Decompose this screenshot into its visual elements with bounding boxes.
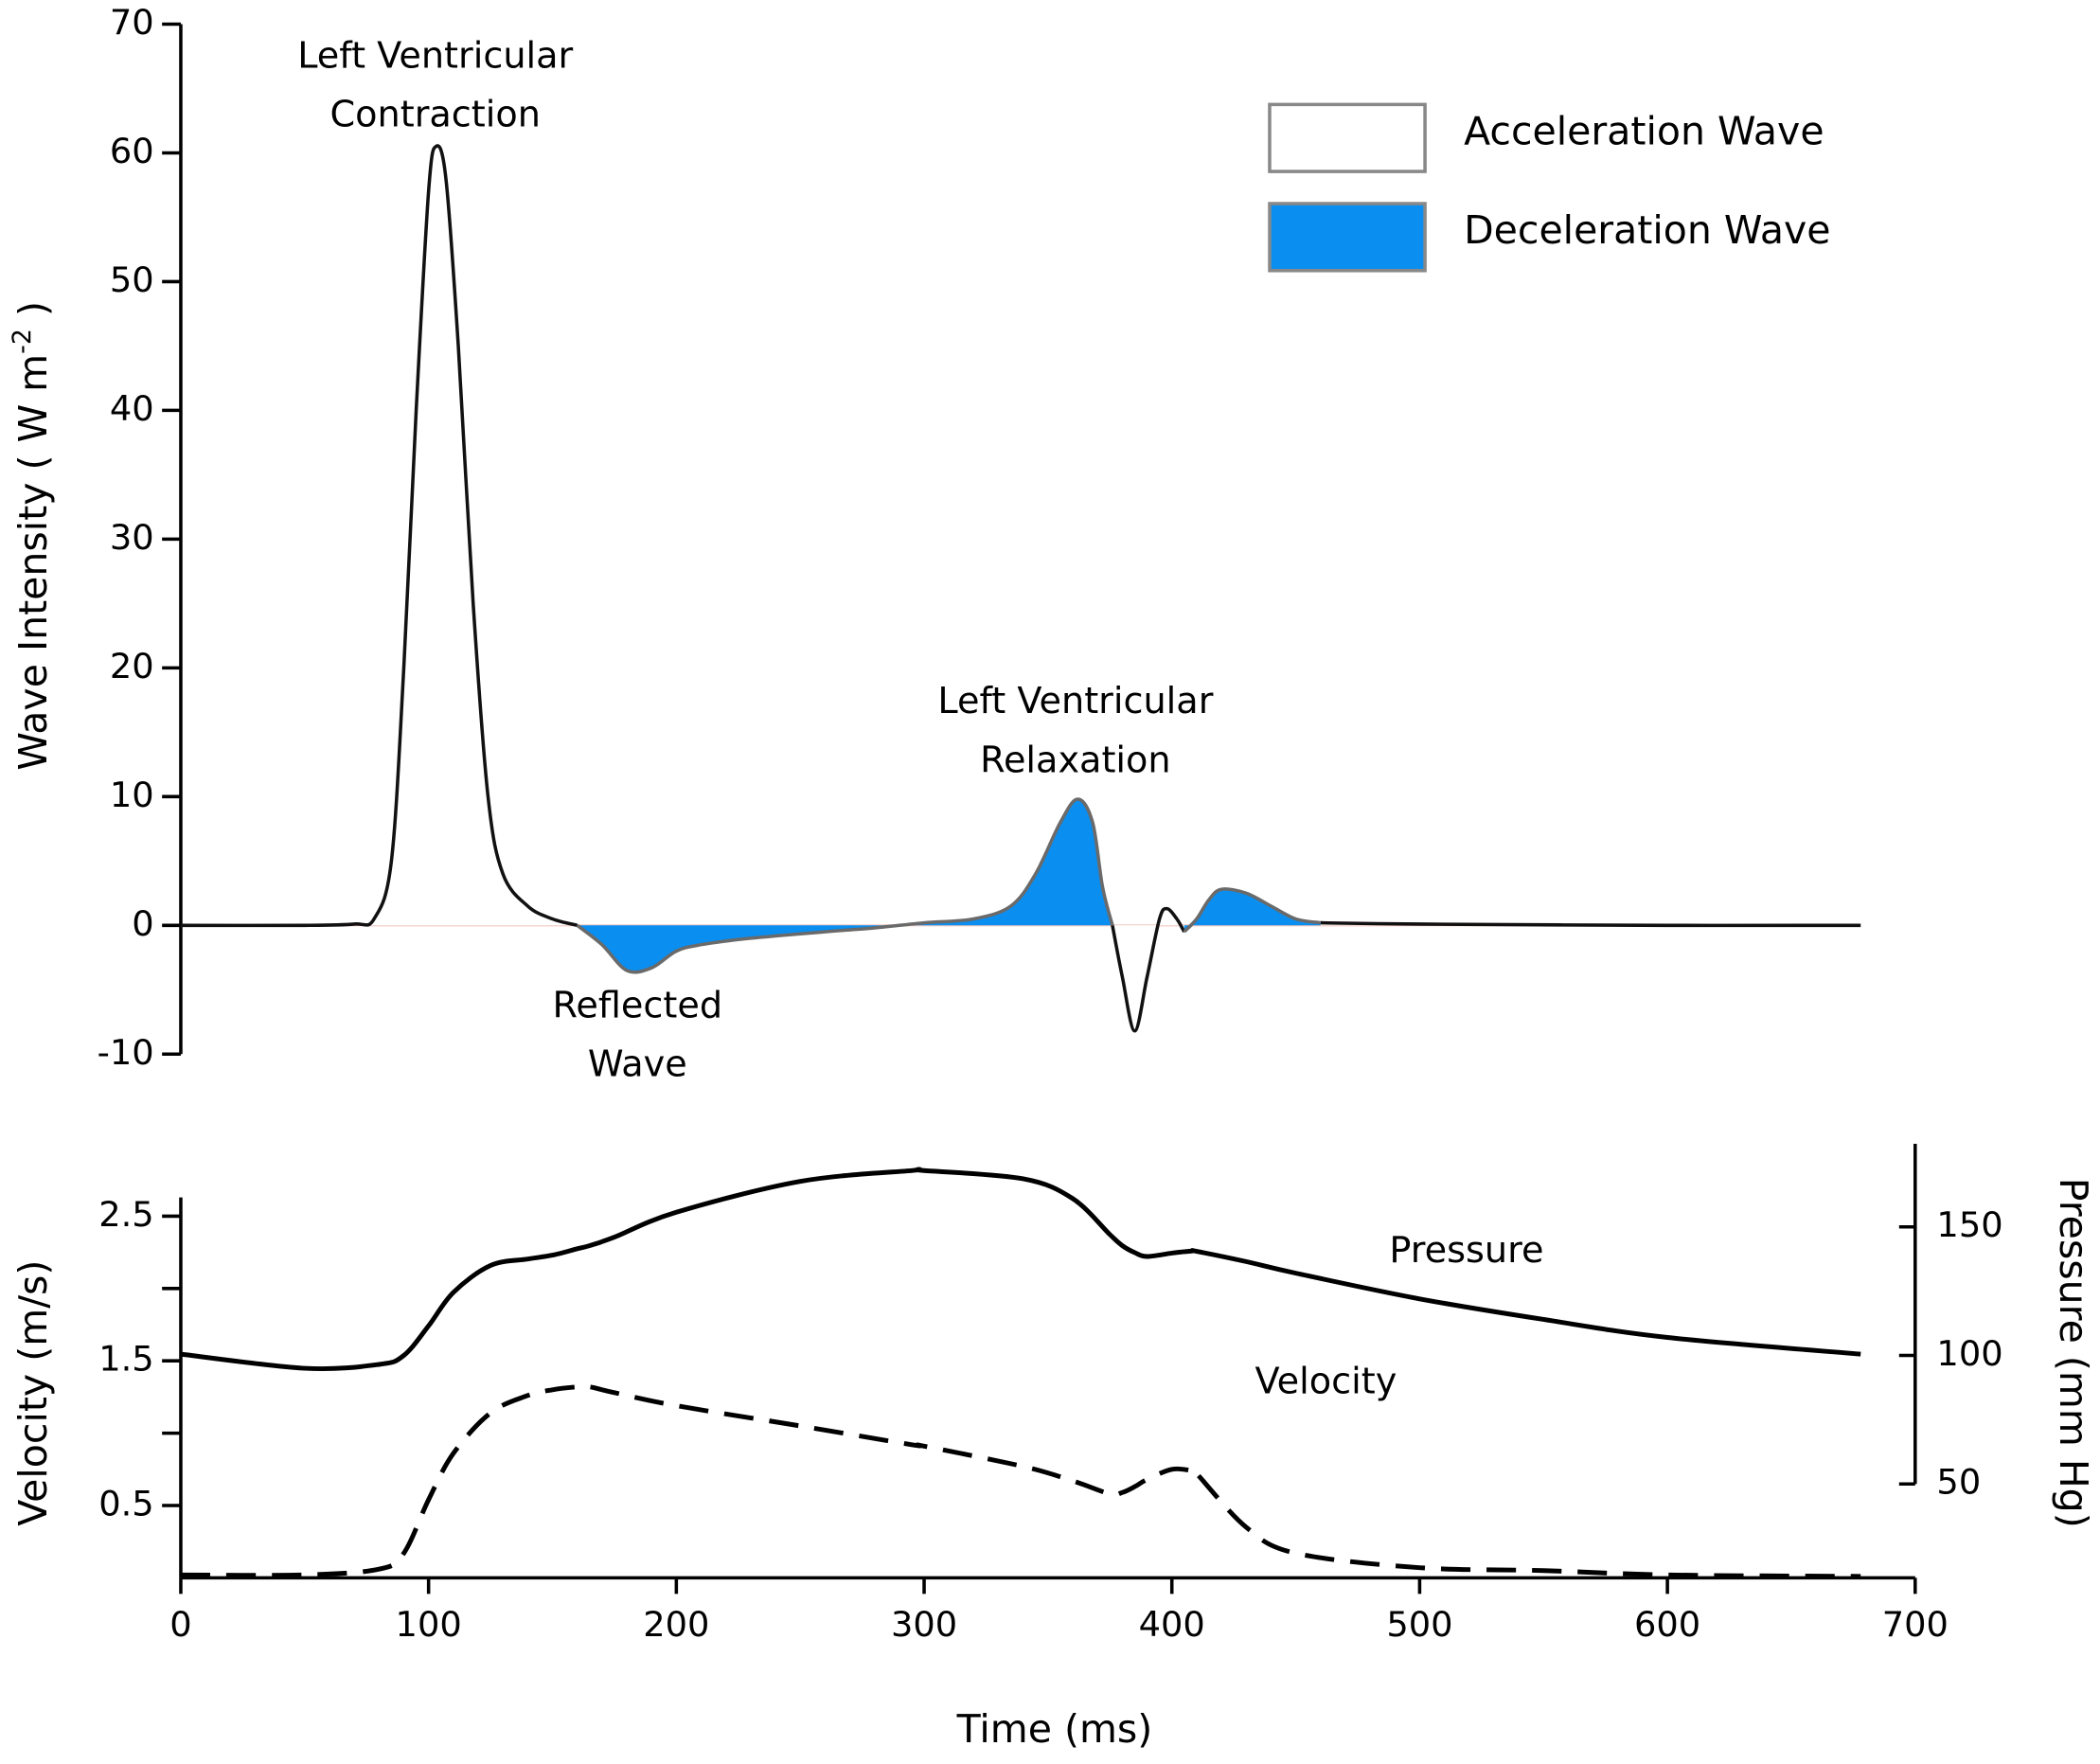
legend-swatch [1268, 102, 1427, 173]
y-tick-label: 50 [110, 259, 154, 300]
y-tick-label: 1.5 [98, 1339, 153, 1380]
annotation: Wave [588, 1043, 687, 1085]
y-tick-label: 70 [110, 2, 154, 43]
annotation: Left Ventricular [937, 681, 1213, 722]
series-line [180, 1167, 1861, 1372]
y-axis-label-text: Wave Intensity ( W m [10, 354, 56, 771]
x-tick-label: 700 [1882, 1604, 1949, 1645]
y-tick-label: 0.5 [98, 1483, 153, 1523]
y-axis-label-end: ) [10, 301, 56, 329]
y-tick-label: 0 [132, 903, 153, 944]
series-line [180, 1383, 1861, 1579]
y-tick-label: -10 [98, 1032, 154, 1073]
annotation: Relaxation [980, 739, 1170, 781]
y-tick-label: 60 [110, 131, 154, 171]
x-tick-label: 500 [1386, 1604, 1452, 1645]
legend-label: Acceleration Wave [1464, 108, 1824, 153]
y-tick-label: 2.5 [98, 1194, 153, 1235]
y2-tick-label: 100 [1936, 1333, 2002, 1374]
wave-line [576, 797, 1322, 974]
y-tick-label: 20 [110, 646, 154, 686]
series-label: Velocity [1255, 1362, 1397, 1403]
annotation: Reflected [553, 985, 723, 1026]
y-axis-label: Wave Intensity ( W m-2 ) [8, 301, 57, 771]
wave-area [577, 799, 1321, 972]
x-tick-label: 0 [169, 1604, 191, 1645]
x-tick-label: 200 [643, 1604, 709, 1645]
y-axis-label-sup: -2 [8, 329, 37, 354]
y2-tick-label: 150 [1936, 1204, 2002, 1245]
annotation: Contraction [329, 95, 540, 136]
x-tick-label: 100 [396, 1604, 462, 1645]
x-tick-label: 600 [1634, 1604, 1700, 1645]
x-tick-label: 300 [891, 1604, 957, 1645]
series-label: Pressure [1389, 1230, 1543, 1272]
y-tick-label: 30 [110, 517, 154, 558]
y2-axis-label: Pressure (mm Hg) [2051, 1178, 2096, 1528]
x-axis-label: Time (ms) [956, 1706, 1153, 1752]
y2-tick-label: 50 [1936, 1462, 1981, 1503]
wave-line [180, 144, 1861, 1033]
y-axis-label: Velocity (m/s) [10, 1260, 56, 1526]
legend-label: Deceleration Wave [1464, 207, 1830, 253]
x-tick-label: 400 [1139, 1604, 1205, 1645]
y-tick-label: 10 [110, 775, 154, 815]
annotation: Left Ventricular [297, 35, 573, 77]
y-tick-label: 40 [110, 388, 154, 429]
legend-swatch [1268, 202, 1427, 273]
